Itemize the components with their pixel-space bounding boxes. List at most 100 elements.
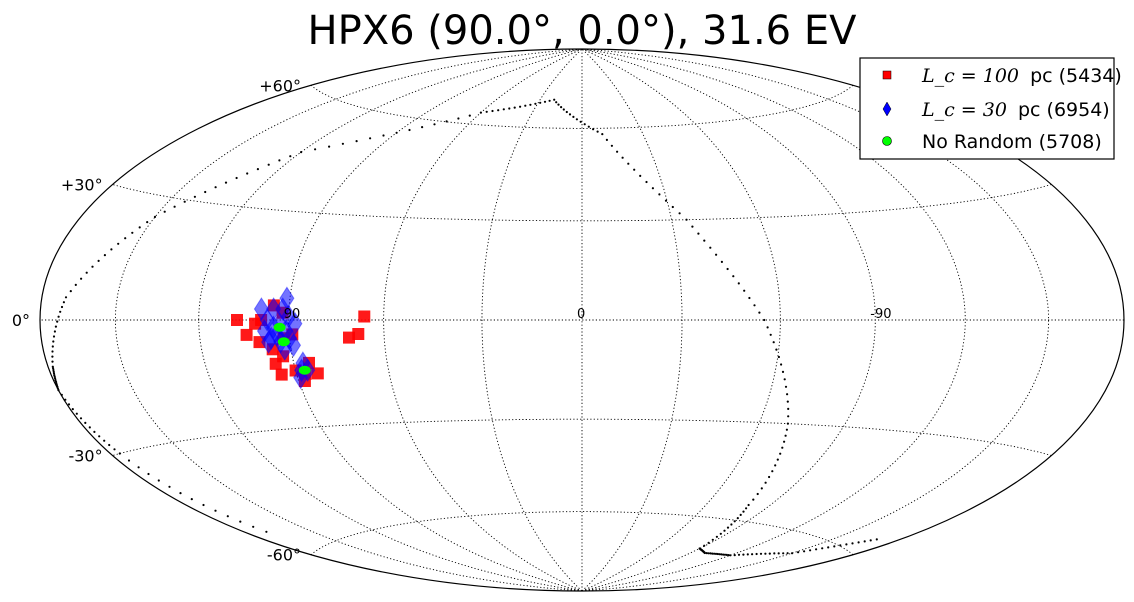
plane-curve-dot <box>138 226 141 229</box>
plane-curve-dot <box>715 535 719 538</box>
plane-curve-dot <box>52 335 56 338</box>
data-point-square <box>311 367 324 380</box>
data-point-square <box>240 328 253 341</box>
plane-curve-dot <box>52 340 55 343</box>
meridian-line <box>581 48 1050 592</box>
plane-curve-dot <box>764 552 767 555</box>
plane-curve-dot <box>190 498 193 501</box>
plane-curve-dot <box>157 479 160 482</box>
axis-tick-labels: +60° +30° 0° -30° -60° 90 0 -90 <box>12 76 892 564</box>
plane-curve-dot <box>55 382 58 385</box>
plane-curve-dot <box>54 379 57 382</box>
plane-curve-dot <box>62 301 65 304</box>
plane-curve-dot <box>395 131 398 134</box>
plane-curve-dot <box>781 446 784 449</box>
plane-curve-dot <box>839 544 842 547</box>
plane-curve-dot <box>733 554 736 557</box>
plane-curve-dot <box>709 246 712 249</box>
plane-curve-dot <box>93 430 96 433</box>
plane-curve-dot <box>786 400 789 403</box>
plane-curve-dot <box>664 199 668 202</box>
plane-curve-dot <box>51 345 54 348</box>
plane-curve-dot <box>468 114 471 117</box>
plane-curve-dot <box>587 125 590 128</box>
plane-curve-dot <box>601 133 604 136</box>
plane-curve-dot <box>786 393 789 396</box>
plane-curve-dot <box>745 507 748 510</box>
plane-curve-dot <box>714 552 718 556</box>
plane-curve-dot <box>875 538 878 541</box>
plane-curve-dot <box>718 553 721 556</box>
plane-curve-dot <box>713 552 716 555</box>
plane-curve-dot <box>821 547 824 550</box>
plane-curve-dot <box>833 545 836 548</box>
legend-text-lc30: pc (6954) <box>1018 99 1110 121</box>
plane-curve-dot <box>766 326 769 329</box>
plane-curve-dot <box>737 282 740 285</box>
plane-curve-dot <box>863 540 866 543</box>
plane-curve-dot <box>54 377 57 380</box>
plane-curve-dot <box>720 553 723 556</box>
plane-curve-dot <box>869 539 872 542</box>
plane-curve-dot <box>513 106 516 109</box>
lat-tick-label: 0° <box>12 311 30 330</box>
plane-curve-dot <box>733 520 736 523</box>
lat-tick-label: -60° <box>267 546 301 565</box>
data-point-square <box>358 310 371 323</box>
plane-curve-dot <box>71 408 74 411</box>
plane-curve-dot <box>627 162 630 165</box>
data-point-diamond <box>287 311 303 336</box>
plane-curve-dot <box>131 231 134 234</box>
plane-curve-dot <box>776 458 779 461</box>
plane-curve-dot <box>88 426 91 429</box>
plane-curve-dot <box>709 552 712 555</box>
plane-curve-dot <box>103 254 106 257</box>
plane-curve-dot <box>771 470 774 473</box>
plane-curve-dot <box>758 311 761 314</box>
plane-curve-dot <box>54 325 58 328</box>
plane-curve-dot <box>479 111 482 114</box>
plane-curve-dot <box>204 190 207 194</box>
plane-curve-dot <box>777 355 781 359</box>
plane-curve-dot <box>742 553 745 556</box>
plane-curve-dot <box>457 117 460 120</box>
plane-curve-dot <box>60 393 63 396</box>
plane-curve-dot <box>747 503 750 507</box>
plane-curve-dot <box>711 552 714 555</box>
plane-curve-dot <box>658 193 661 196</box>
plane-curve-dot <box>739 513 742 517</box>
plane-curve-dot <box>56 320 59 323</box>
plane-curve-dot <box>124 237 127 240</box>
legend-marker-square <box>882 70 892 80</box>
plane-curve-dot <box>784 385 788 388</box>
plane-curve-dot <box>75 412 78 415</box>
plane-curve-dot <box>691 225 694 228</box>
legend-label-lc30: L_c = 30 pc (6954) <box>921 99 1110 121</box>
meridian-line <box>581 48 683 592</box>
legend-marker-diamond <box>882 101 892 117</box>
sky-boundary <box>39 48 1125 592</box>
plane-curve-dot <box>719 532 722 535</box>
plane-curve-dot <box>267 163 270 166</box>
data-point-square <box>253 336 266 349</box>
plane-curve-dot <box>845 543 848 546</box>
plane-curve-dot <box>117 242 120 245</box>
plane-curve-dot <box>711 538 714 541</box>
plane-curve-dot <box>55 384 59 387</box>
plane-curve-dot <box>497 109 500 112</box>
plane-curve-dot <box>278 159 281 162</box>
plane-curve-dot <box>445 120 448 123</box>
plane-curve-dot <box>69 290 72 293</box>
plane-curve-dot <box>752 498 755 501</box>
data-point-square <box>343 331 355 344</box>
plane-curve-dot <box>671 205 674 209</box>
plane-curve-dot <box>408 128 411 132</box>
plane-curve-dot <box>179 492 182 495</box>
plane-curve-dot <box>751 553 754 556</box>
lat-tick-label: +60° <box>259 76 301 95</box>
plane-curve-dot <box>67 403 71 406</box>
meridian-line <box>383 48 583 592</box>
plane-curve-dot <box>214 186 217 189</box>
plane-curve-dot <box>707 541 710 544</box>
plane-curve-dot <box>753 304 756 307</box>
